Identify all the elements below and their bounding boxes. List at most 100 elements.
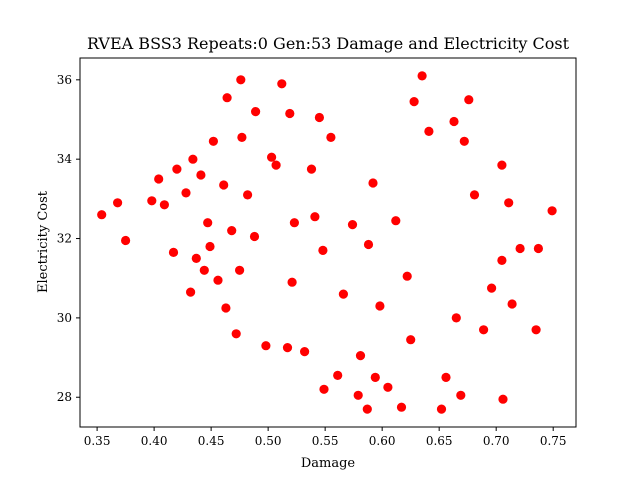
x-axis-ticks: 0.35 0.40 0.45 0.50 0.55 0.60 0.65 0.70 0.75 xyxy=(84,427,567,448)
x-tick-label: 0.35 xyxy=(84,434,111,448)
data-point xyxy=(368,178,378,188)
data-point xyxy=(515,243,525,254)
data-point xyxy=(261,341,271,351)
x-tick-label: 0.40 xyxy=(141,434,168,448)
data-point xyxy=(287,277,297,287)
data-point xyxy=(205,241,215,252)
data-point xyxy=(147,196,157,206)
data-point xyxy=(547,206,557,216)
data-point xyxy=(191,253,201,263)
data-point xyxy=(237,132,247,142)
data-point xyxy=(222,93,232,103)
data-point xyxy=(533,243,544,254)
data-point xyxy=(282,343,293,353)
data-point xyxy=(289,218,299,228)
data-point xyxy=(271,160,281,170)
data-point xyxy=(370,372,380,382)
data-point xyxy=(363,239,374,250)
data-point xyxy=(347,220,358,230)
data-point xyxy=(188,154,198,164)
data-point xyxy=(417,71,427,81)
data-point xyxy=(159,200,169,210)
data-point xyxy=(497,255,507,265)
data-point xyxy=(498,394,508,404)
data-point xyxy=(424,126,434,136)
data-point xyxy=(154,174,164,184)
data-point xyxy=(436,404,447,414)
y-tick-label: 28 xyxy=(57,390,72,404)
data-point xyxy=(319,384,329,394)
data-point xyxy=(487,283,497,293)
data-point xyxy=(231,329,241,339)
data-point xyxy=(203,218,213,228)
y-tick-label: 36 xyxy=(57,73,72,87)
data-point xyxy=(227,226,237,236)
x-tick-label: 0.55 xyxy=(312,434,339,448)
data-point xyxy=(318,245,328,255)
data-point xyxy=(409,97,419,107)
data-point xyxy=(497,160,507,170)
data-point xyxy=(243,190,253,200)
data-point xyxy=(219,180,229,190)
data-point xyxy=(97,210,107,220)
y-axis-ticks: 28 30 32 34 36 xyxy=(57,73,80,404)
data-point xyxy=(251,107,261,117)
data-point xyxy=(507,299,517,309)
data-point xyxy=(441,372,451,382)
x-tick-label: 0.70 xyxy=(483,434,510,448)
data-point xyxy=(121,235,131,246)
data-point xyxy=(236,75,246,85)
data-point xyxy=(396,402,407,412)
data-point xyxy=(464,95,474,105)
data-point xyxy=(479,325,489,335)
data-point xyxy=(449,116,459,127)
data-point xyxy=(113,198,123,208)
data-point xyxy=(406,335,416,345)
data-point xyxy=(186,287,196,297)
x-tick-label: 0.50 xyxy=(255,434,282,448)
points-layer xyxy=(97,71,557,414)
data-point xyxy=(314,112,324,123)
data-point xyxy=(531,325,541,335)
x-tick-label: 0.75 xyxy=(540,434,567,448)
data-point xyxy=(267,152,277,162)
data-point xyxy=(300,347,310,357)
data-point xyxy=(196,170,206,180)
data-point xyxy=(285,108,295,119)
data-point xyxy=(338,289,348,299)
data-point xyxy=(459,136,469,146)
x-tick-label: 0.65 xyxy=(426,434,453,448)
data-point xyxy=(168,247,179,257)
y-axis-label: Electricity Cost xyxy=(36,190,51,293)
data-point xyxy=(326,132,336,142)
data-point xyxy=(333,370,343,380)
data-point xyxy=(355,351,366,361)
data-point xyxy=(362,404,372,414)
data-point xyxy=(181,188,191,198)
data-point xyxy=(469,190,480,200)
data-point xyxy=(375,301,385,311)
data-point xyxy=(249,231,260,242)
y-tick-label: 32 xyxy=(57,232,72,246)
data-point xyxy=(172,164,182,174)
x-tick-label: 0.60 xyxy=(369,434,396,448)
y-tick-label: 34 xyxy=(57,152,73,166)
data-point xyxy=(199,265,209,275)
data-point xyxy=(310,212,320,222)
data-point xyxy=(208,136,218,146)
y-tick-label: 30 xyxy=(57,311,72,325)
data-point xyxy=(402,271,412,281)
data-point xyxy=(451,313,461,323)
plot-frame xyxy=(79,57,577,428)
data-point xyxy=(391,216,401,226)
data-point xyxy=(456,390,466,400)
x-tick-label: 0.45 xyxy=(198,434,225,448)
x-axis-label: Damage xyxy=(301,456,356,471)
data-point xyxy=(306,164,317,174)
data-point xyxy=(235,265,245,275)
data-point xyxy=(277,79,287,89)
data-point xyxy=(221,303,231,313)
data-point xyxy=(213,275,223,285)
